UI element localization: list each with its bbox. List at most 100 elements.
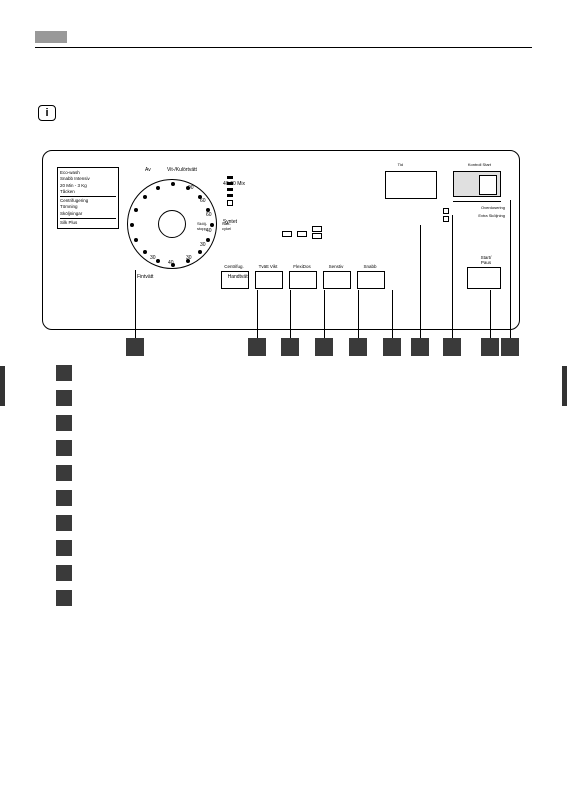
rinse-hold-label: Skölj- stopp: [197, 221, 207, 231]
legend-text: Overdosering-indikator: [80, 542, 191, 554]
callout-box-6: [383, 338, 401, 356]
led-icon: [227, 194, 233, 197]
led-icon: [227, 188, 233, 191]
small-btn[interactable]: [312, 226, 322, 232]
callout-line: [452, 215, 453, 338]
led-icon: [227, 182, 233, 185]
callout-box-1: [126, 338, 144, 356]
legend-row: Extra Sköljning-indikator: [56, 515, 199, 531]
legend-text: Centrifugering-knapp: [80, 392, 183, 404]
legend-text: Start/Paus-knapp: [80, 567, 165, 579]
small-btn[interactable]: [297, 231, 307, 237]
dial-off-label: Av: [145, 167, 151, 173]
callout-box-8: [443, 338, 461, 356]
night-label: Natt- cykel: [222, 221, 231, 231]
callout-box-2: [248, 338, 266, 356]
callout-box-10: [501, 338, 519, 356]
extra-rinse-label: Extra Sköljning: [478, 213, 505, 218]
divider: [453, 201, 501, 202]
sensitive-label: Senstiv: [321, 264, 351, 269]
callout-line: [135, 270, 136, 338]
start-label: Start/ Paus: [471, 255, 501, 265]
legend-text: Kontroll Start-display: [80, 592, 182, 604]
legend-row: FlexiDos-knapp: [56, 440, 199, 456]
legend-num: [56, 515, 72, 531]
legend-num: [56, 365, 72, 381]
temp-label: 60: [206, 212, 212, 218]
dial-cotton-label: Vit-/Kulörtvätt: [167, 167, 197, 173]
control-panel-diagram: Eco-wash Snabb Intensiv 20 Min - 3 Kg Tå…: [42, 150, 520, 330]
side-marker-right: [562, 366, 567, 406]
legend-row: Tvätt Vikt-knapp: [56, 415, 199, 431]
dial-fin-label: Fintvätt: [137, 274, 153, 280]
page-header: [35, 30, 532, 48]
callout-line: [358, 290, 359, 338]
delay-label: Kontroll Start: [468, 162, 491, 167]
delay-display: [453, 171, 501, 197]
legend-num: [56, 590, 72, 606]
legend-text: FlexiDos-knapp: [80, 442, 156, 454]
led-icon: [227, 176, 233, 179]
spin-button[interactable]: [221, 271, 249, 289]
quick-button[interactable]: [357, 271, 385, 289]
dial-area: Av Vit-/Kulörtvätt 40-60 Mix Syntet Hand…: [57, 169, 217, 289]
info-icon: i: [38, 105, 56, 121]
callout-line: [420, 225, 421, 338]
callout-line: [257, 290, 258, 338]
weight-button[interactable]: [255, 271, 283, 289]
callout-line: [490, 290, 491, 338]
legend-text: Programväljare: [80, 367, 155, 379]
time-display: [385, 171, 437, 199]
callout-box-7: [411, 338, 429, 356]
legend-text: Tvätt Vikt-knapp: [80, 417, 159, 429]
legend-text: Snabb-knapp: [80, 492, 145, 504]
overdose-label: Overdosering: [481, 205, 505, 210]
legend-row: Sensitiv-knapp: [56, 465, 199, 481]
side-marker-left: [0, 366, 5, 406]
legend-num: [56, 465, 72, 481]
temp-label: 40: [168, 260, 174, 266]
legend-text: Extra Sköljning-indikator: [80, 517, 199, 529]
start-pause-button[interactable]: [467, 267, 501, 289]
small-btn[interactable]: [282, 231, 292, 237]
callout-box-9: [481, 338, 499, 356]
time-label: Tid: [398, 162, 403, 167]
weight-label: Tvätt Vikt: [253, 264, 283, 269]
right-controls: Skölj- stopp Natt- cykel Tid Kontroll St…: [227, 166, 507, 311]
flexi-button[interactable]: [289, 271, 317, 289]
overdose-led-icon: [443, 208, 449, 214]
quick-label: Snabb: [355, 264, 385, 269]
legend-num: [56, 540, 72, 556]
temp-label: 90: [188, 185, 194, 191]
temp-label: 60: [200, 198, 206, 204]
extra-rinse-led-icon: [443, 216, 449, 222]
dial-knob: [158, 210, 186, 238]
temp-label: 30: [186, 255, 192, 261]
info-letter: i: [45, 107, 48, 119]
legend-num: [56, 415, 72, 431]
callout-box-4: [315, 338, 333, 356]
legend-row: Programväljare: [56, 365, 199, 381]
lock-icon: [227, 200, 233, 206]
legend-num: [56, 440, 72, 456]
legend-text: Sensitiv-knapp: [80, 467, 152, 479]
temp-label: 30: [150, 255, 156, 261]
small-btn[interactable]: [312, 233, 322, 239]
legend-row: Overdosering-indikator: [56, 540, 199, 556]
legend-num: [56, 490, 72, 506]
callout-box-3: [281, 338, 299, 356]
legend-row: Kontroll Start-display: [56, 590, 199, 606]
legend-row: Centrifugering-knapp: [56, 390, 199, 406]
legend-num: [56, 390, 72, 406]
page-number: [35, 31, 67, 43]
sensitive-button[interactable]: [323, 271, 351, 289]
legend-row: Start/Paus-knapp: [56, 565, 199, 581]
callout-line: [510, 200, 511, 338]
callout-line: [392, 290, 393, 338]
delay-inner: [479, 175, 497, 195]
spin-label: Centrifug.: [219, 264, 249, 269]
temp-label: 30: [200, 242, 206, 248]
legend-row: Snabb-knapp: [56, 490, 199, 506]
callout-box-5: [349, 338, 367, 356]
legend-list: Programväljare Centrifugering-knapp Tvät…: [56, 365, 199, 615]
